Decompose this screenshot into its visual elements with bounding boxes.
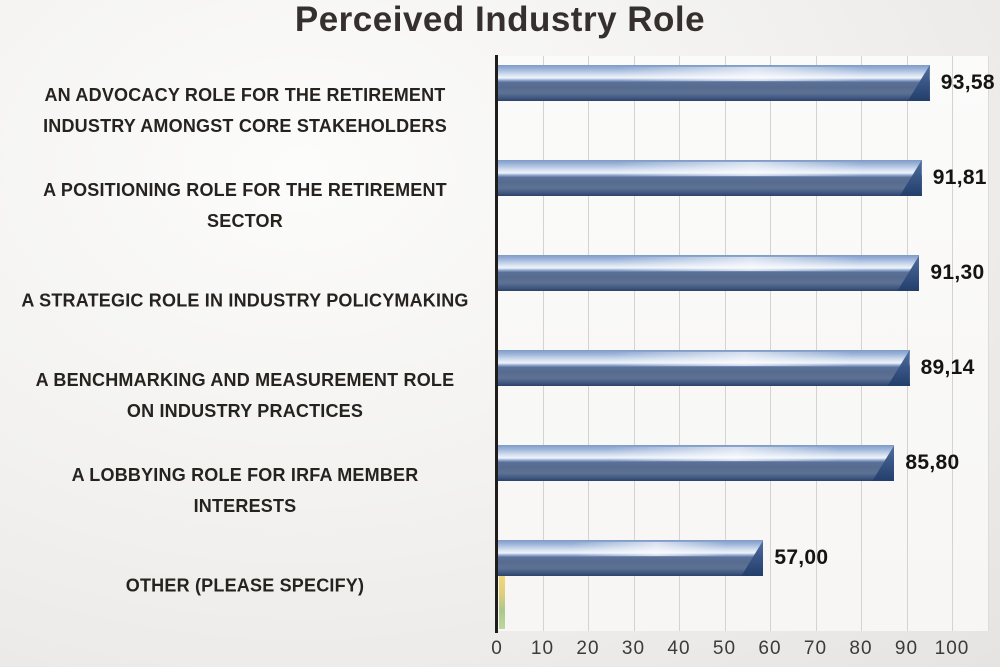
category-label: AN ADVOCACY ROLE FOR THE RETIREMENT INDUS…	[8, 80, 482, 142]
category-label: A LOBBYING ROLE FOR IRFA MEMBER INTERESTS	[8, 460, 482, 522]
gridline	[679, 56, 680, 631]
value-label: 57,00	[774, 546, 829, 569]
category-label-line: AN ADVOCACY ROLE FOR THE RETIREMENT	[44, 85, 446, 105]
bar-1	[498, 65, 930, 101]
x-tick-label: 10	[530, 638, 555, 659]
x-tick-label: 50	[712, 638, 737, 659]
gridline	[588, 56, 589, 631]
category-label-line: SECTOR	[207, 211, 283, 231]
category-label-line: OTHER (PLEASE SPECIFY)	[125, 575, 365, 596]
value-label: 93,58	[940, 71, 995, 94]
plot-right-border	[988, 56, 989, 631]
x-tick-label: 40	[667, 638, 691, 659]
value-label: 91,81	[932, 166, 987, 189]
category-label-line: INTERESTS	[193, 496, 297, 516]
gridline	[861, 56, 862, 631]
gridline	[906, 56, 908, 631]
gridline	[633, 56, 635, 631]
plot-area	[497, 56, 989, 631]
bar-2	[498, 160, 922, 196]
value-label: 85,80	[905, 451, 960, 474]
bar-6	[498, 540, 764, 576]
value-label: 89,14	[920, 356, 975, 379]
x-tick-label: 20	[576, 638, 600, 659]
category-label-line: A LOBBYING ROLE FOR IRFA MEMBER	[71, 465, 419, 485]
x-tick-label: 30	[621, 638, 646, 659]
x-tick-label: 0	[491, 638, 503, 659]
x-tick-label: 100	[934, 638, 970, 659]
x-tick-label: 80	[849, 638, 873, 659]
gridline	[724, 56, 726, 631]
category-label-line: A BENCHMARKING AND MEASUREMENT ROLE	[35, 370, 455, 390]
category-label: OTHER (PLEASE SPECIFY)	[8, 571, 482, 602]
category-label-line: INDUSTRY AMONGST CORE STAKEHOLDERS	[43, 116, 447, 136]
gridline	[952, 56, 953, 631]
category-label: A STRATEGIC ROLE IN INDUSTRY POLICYMAKIN…	[8, 286, 482, 317]
category-label-line: ON INDUSTRY PRACTICES	[126, 401, 364, 421]
category-axis-line	[495, 55, 498, 633]
category-label-line: A STRATEGIC ROLE IN INDUSTRY POLICYMAKIN…	[21, 290, 469, 311]
x-tick-label: 90	[894, 638, 919, 659]
bar-5	[498, 445, 895, 481]
bar-3	[498, 255, 920, 291]
gridline	[770, 56, 771, 631]
bar-4	[498, 350, 910, 386]
gridline	[542, 56, 544, 631]
gridline	[815, 56, 817, 631]
value-label: 91,30	[930, 261, 985, 284]
mini-bar-other	[499, 576, 505, 629]
category-label: A BENCHMARKING AND MEASUREMENT ROLE ON IN…	[8, 365, 482, 427]
category-label: A POSITIONING ROLE FOR THE RETIREMENT SEC…	[8, 175, 482, 237]
x-tick-label: 60	[758, 638, 782, 659]
category-label-line: A POSITIONING ROLE FOR THE RETIREMENT	[43, 180, 447, 200]
x-tick-label: 70	[803, 638, 828, 659]
chart-title: Perceived Industry Role	[294, 0, 706, 39]
